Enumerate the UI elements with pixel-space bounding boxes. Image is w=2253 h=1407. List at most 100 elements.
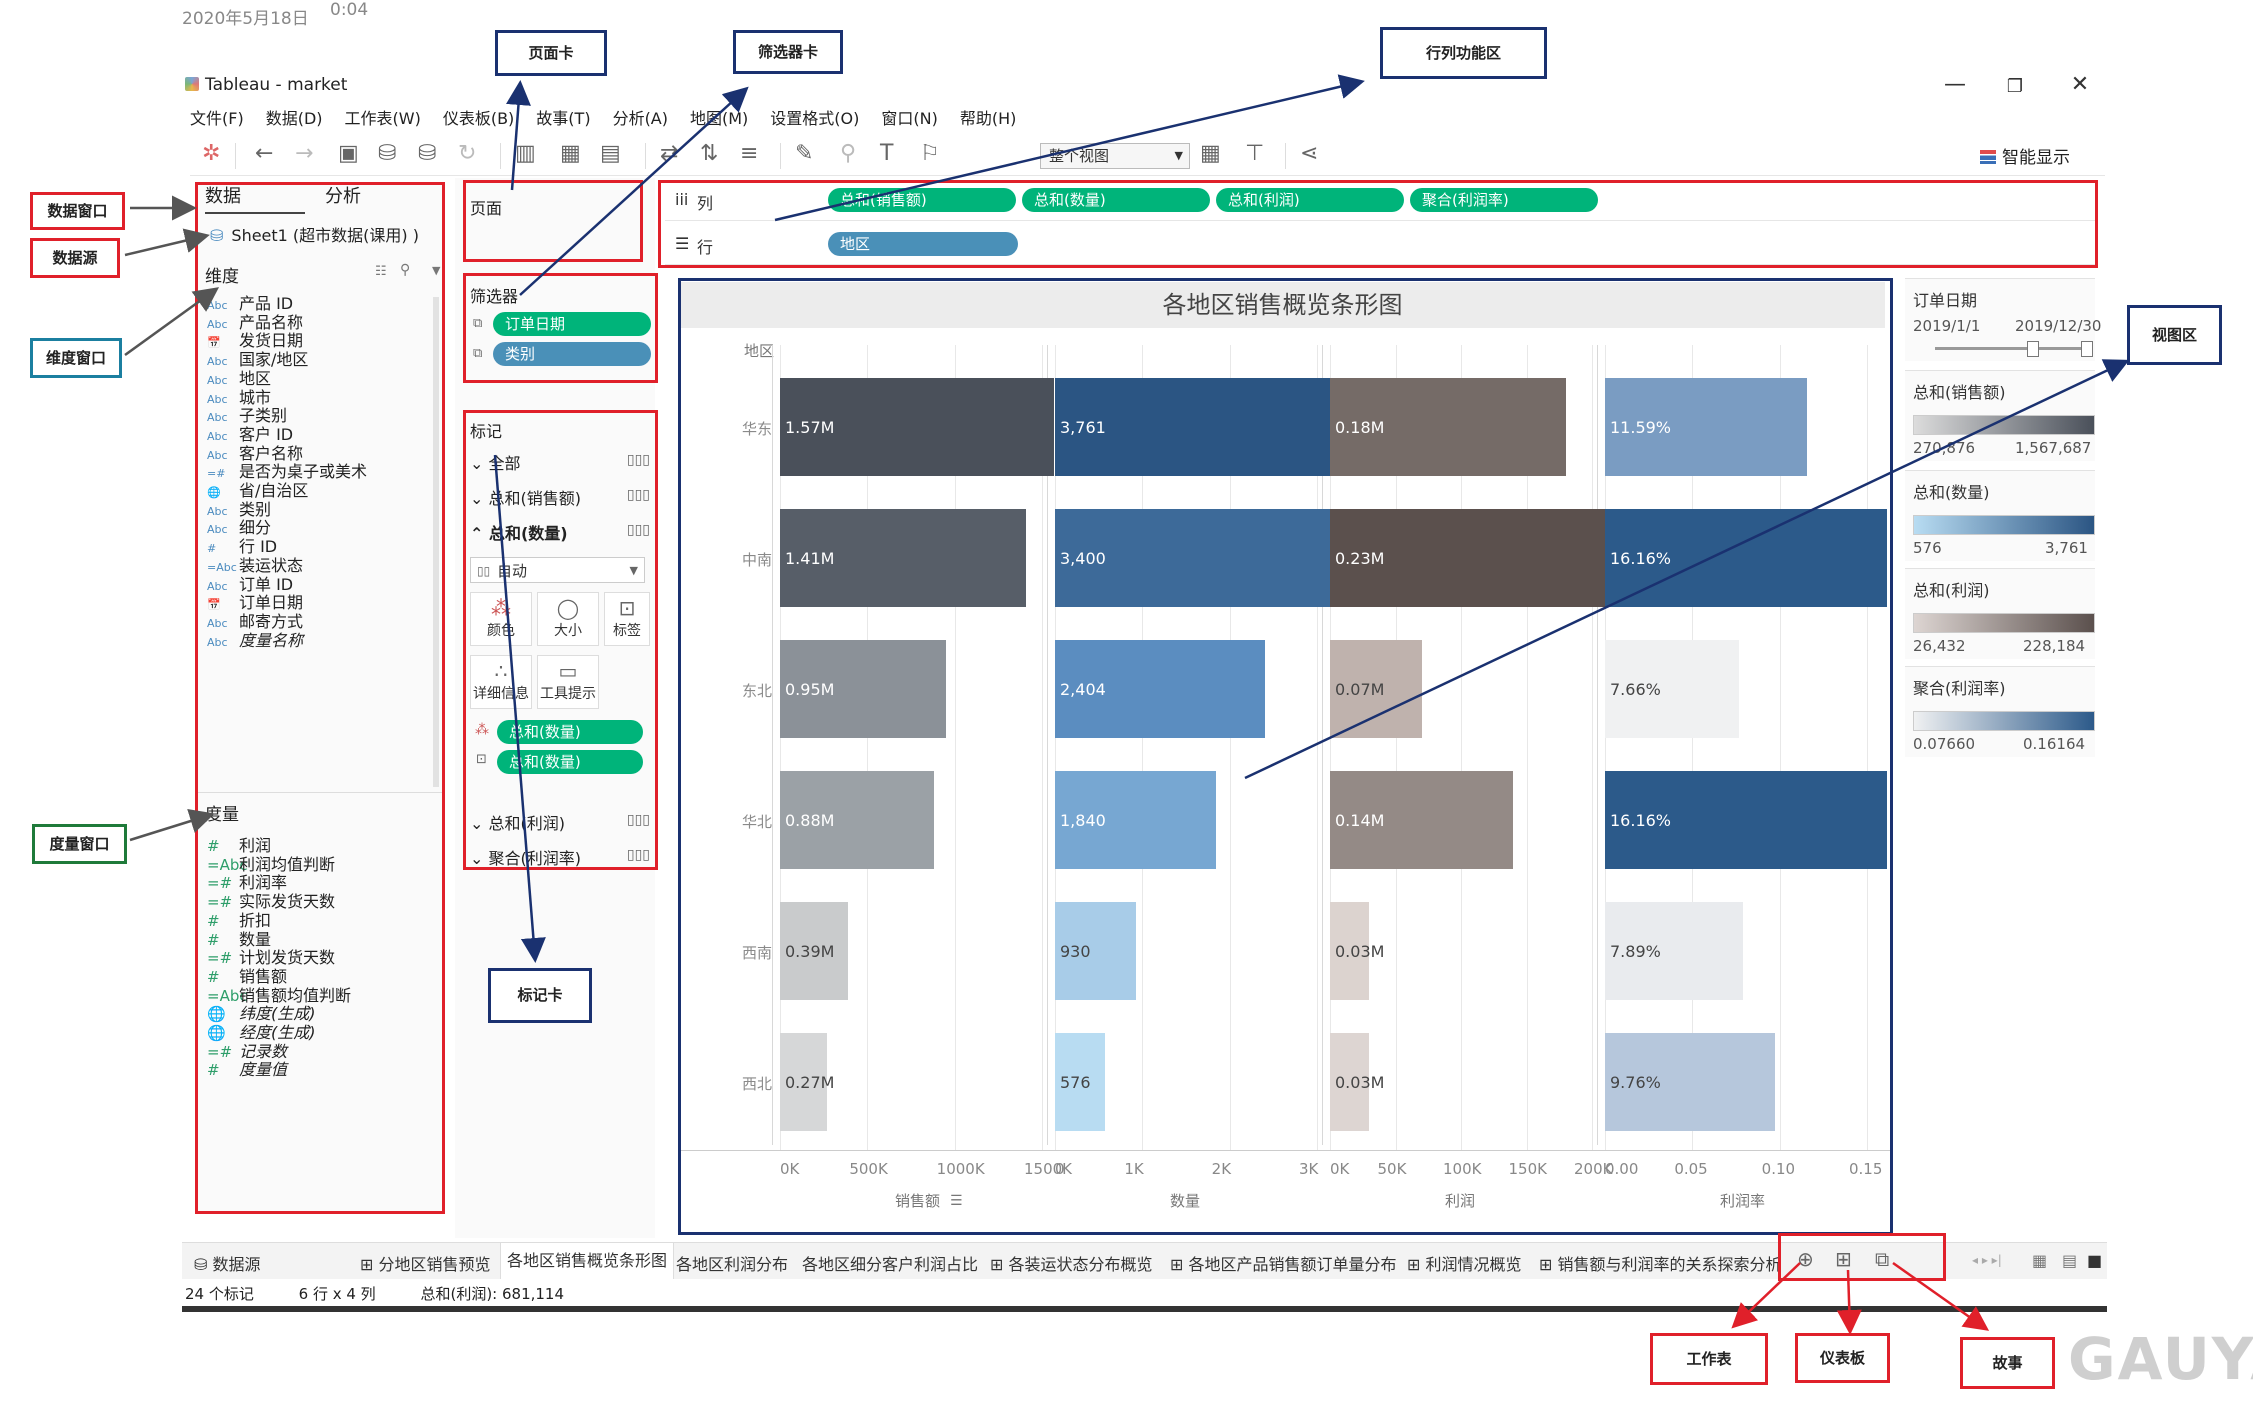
marks-row-quantity[interactable]: ⌃ 总和(数量) ▯▯▯ bbox=[470, 520, 650, 550]
show-me-button[interactable]: 智能显示 bbox=[1980, 143, 2070, 168]
slider-handle-start[interactable] bbox=[2027, 341, 2039, 357]
measure-field[interactable]: =Abc销售额均值判断 bbox=[207, 982, 351, 1008]
tab-sheet-1[interactable]: ⊞ 分地区销售预览 bbox=[360, 1251, 491, 1275]
dimension-field[interactable]: Abc 地区 bbox=[207, 365, 271, 391]
columns-pill-margin[interactable]: 聚合(利润率) bbox=[1410, 188, 1598, 212]
measure-field[interactable]: 🌐 纬度(生成) bbox=[207, 1000, 316, 1026]
size-button[interactable]: ◯ 大小 bbox=[537, 592, 599, 646]
measure-field[interactable]: # 利润 bbox=[207, 832, 271, 858]
dimension-field[interactable]: # 行 ID bbox=[207, 533, 277, 559]
mark-type-dropdown[interactable]: ▯▯ 自动 ▼ bbox=[470, 557, 645, 583]
date-range-slider[interactable] bbox=[1935, 347, 2085, 350]
measure-field[interactable]: =# 实际发货天数 bbox=[207, 888, 335, 914]
new-story-tab-icon[interactable]: ⧉ bbox=[1875, 1247, 1890, 1271]
tab-sheet-7[interactable]: ⊞ 利润情况概览 bbox=[1407, 1251, 1522, 1275]
sort-icon[interactable]: ☰ bbox=[950, 1193, 963, 1209]
pause-updates-icon[interactable]: ⛁ bbox=[418, 141, 437, 166]
measure-field[interactable]: =# 利润率 bbox=[207, 869, 287, 895]
close-button[interactable]: ✕ bbox=[2070, 72, 2090, 97]
save-icon[interactable]: ▣ bbox=[338, 141, 359, 166]
mark-pill-color-quantity[interactable]: 总和(数量) bbox=[497, 720, 643, 744]
columns-pill-profit[interactable]: 总和(利润) bbox=[1216, 188, 1404, 212]
menu-dashboard[interactable]: 仪表板(B) bbox=[442, 109, 515, 128]
restore-button[interactable]: ❐ bbox=[2006, 76, 2024, 97]
menu-story[interactable]: 故事(T) bbox=[536, 109, 591, 128]
measure-field[interactable]: =Abc利润均值判断 bbox=[207, 851, 335, 877]
tab-datasource[interactable]: ⛁ 数据源 bbox=[194, 1251, 261, 1275]
tableau-start-icon[interactable]: ✲ bbox=[202, 141, 221, 166]
filmstrip-icon[interactable]: ▦ bbox=[2032, 1251, 2048, 1270]
dimension-field[interactable]: Abc 订单 ID bbox=[207, 571, 293, 597]
menu-map[interactable]: 地图(M) bbox=[690, 109, 749, 128]
tab-sheet-2[interactable]: 各地区销售概览条形图 bbox=[500, 1243, 675, 1279]
mark-pill-label-quantity[interactable]: 总和(数量) bbox=[497, 750, 643, 774]
columns-pill-quantity[interactable]: 总和(数量) bbox=[1022, 188, 1210, 212]
swap-rows-columns-icon[interactable]: ⇄ bbox=[660, 141, 679, 166]
menu-analysis[interactable]: 分析(A) bbox=[612, 109, 668, 128]
menu-help[interactable]: 帮助(H) bbox=[959, 109, 1017, 128]
datasource-item[interactable]: ⛁ Sheet1 (超市数据(课用) ) bbox=[210, 222, 419, 246]
show-mark-labels-icon[interactable]: T bbox=[880, 141, 894, 166]
label-button[interactable]: ⊡ 标签 bbox=[604, 592, 650, 646]
clear-sheet-icon[interactable]: ▤ bbox=[600, 141, 621, 166]
menu-window[interactable]: 窗口(N) bbox=[881, 109, 938, 128]
minimize-button[interactable]: — bbox=[1944, 72, 1966, 97]
dimension-field[interactable]: =Abc 装运状态 bbox=[207, 552, 303, 578]
dimension-field[interactable]: Abc 客户名称 bbox=[207, 440, 303, 466]
new-datasource-icon[interactable]: ⛁ bbox=[378, 141, 397, 166]
show-cards-icon[interactable]: ▦ bbox=[1200, 141, 1221, 166]
tooltip-button[interactable]: ▭ 工具提示 bbox=[537, 655, 599, 709]
measure-field[interactable]: =# 计划发货天数 bbox=[207, 944, 335, 970]
search-icon[interactable]: ⚲ bbox=[400, 262, 411, 278]
measure-field[interactable]: 🌐 经度(生成) bbox=[207, 1019, 316, 1045]
dimension-field[interactable]: Abc 国家/地区 bbox=[207, 346, 308, 372]
dimension-field[interactable]: Abc 邮寄方式 bbox=[207, 608, 303, 634]
slider-handle-end[interactable] bbox=[2081, 341, 2093, 357]
sort-ascending-icon[interactable]: ⇅ bbox=[700, 141, 719, 166]
tab-analysis[interactable]: 分析 bbox=[325, 186, 361, 207]
new-worksheet-tab-icon[interactable]: ⊕ bbox=[1797, 1247, 1814, 1271]
marks-row-margin[interactable]: ⌄ 聚合(利润率) ▯▯▯ bbox=[470, 845, 650, 875]
back-arrow-icon[interactable]: ← bbox=[255, 141, 274, 166]
tab-data[interactable]: 数据 bbox=[205, 186, 241, 207]
menu-format[interactable]: 设置格式(O) bbox=[770, 109, 860, 128]
highlight-icon[interactable]: ✎ bbox=[795, 141, 814, 166]
sort-descending-icon[interactable]: ≡ bbox=[740, 141, 759, 166]
dimension-field[interactable]: Abc 细分 bbox=[207, 514, 271, 540]
dimension-scrollbar[interactable] bbox=[433, 297, 439, 787]
measure-field[interactable]: # 度量值 bbox=[207, 1056, 287, 1082]
dimension-field[interactable]: Abc 子类别 bbox=[207, 402, 287, 428]
dimension-field[interactable]: 🌐 省/自治区 bbox=[207, 477, 308, 503]
refresh-icon[interactable]: ↻ bbox=[458, 141, 477, 166]
share-icon[interactable]: ⋖ bbox=[1300, 141, 1319, 166]
filter-pill-order-date[interactable]: 订单日期 bbox=[493, 312, 651, 336]
dimension-field[interactable]: Abc 城市 bbox=[207, 384, 271, 410]
sheet-sorter-icon[interactable]: ■ bbox=[2087, 1251, 2103, 1270]
columns-pill-sales[interactable]: 总和(销售额) bbox=[828, 188, 1016, 212]
dimension-field[interactable]: Abc 客户 ID bbox=[207, 421, 293, 447]
tab-sheet-6[interactable]: ⊞ 各地区产品销售额订单量分布 bbox=[1170, 1251, 1397, 1275]
menu-file[interactable]: 文件(F) bbox=[190, 109, 244, 128]
tab-sheet-8[interactable]: ⊞ 销售额与利润率的关系探索分析 bbox=[1539, 1251, 1939, 1275]
color-button[interactable]: ⁂ 颜色 bbox=[470, 592, 532, 646]
tab-sheet-3[interactable]: 各地区利润分布 bbox=[676, 1251, 788, 1275]
pane-menu-icon[interactable]: ▼ bbox=[432, 264, 441, 277]
dimension-field[interactable]: Abc 产品名称 bbox=[207, 309, 303, 335]
forward-arrow-icon[interactable]: → bbox=[295, 141, 314, 166]
measure-field[interactable]: # 折扣 bbox=[207, 907, 271, 933]
tab-view-icon[interactable]: ▤ bbox=[2062, 1251, 2078, 1270]
presentation-mode-icon[interactable]: ⊤ bbox=[1245, 141, 1265, 166]
view-as-list-icon[interactable]: ☷ bbox=[375, 264, 387, 279]
measure-field[interactable]: =# 记录数 bbox=[207, 1038, 287, 1064]
tab-nav-arrows-icon[interactable]: ◂ ▸ ▸| bbox=[1972, 1253, 2002, 1267]
tab-sheet-5[interactable]: ⊞ 各装运状态分布概览 bbox=[990, 1251, 1153, 1275]
tab-sheet-4[interactable]: 各地区细分客户利润占比 bbox=[802, 1251, 978, 1275]
dimension-field[interactable]: Abc 度量名称 bbox=[207, 627, 303, 653]
group-members-icon[interactable]: ⚲ bbox=[840, 141, 857, 166]
marks-row-sales[interactable]: ⌄ 总和(销售额) ▯▯▯ bbox=[470, 485, 650, 515]
rows-pill-region[interactable]: 地区 bbox=[828, 232, 1018, 256]
measure-field[interactable]: # 销售额 bbox=[207, 963, 287, 989]
dimension-field[interactable]: =# 是否为桌子或美术 bbox=[207, 458, 367, 484]
measure-field[interactable]: # 数量 bbox=[207, 926, 271, 952]
menu-worksheet[interactable]: 工作表(W) bbox=[344, 109, 421, 128]
